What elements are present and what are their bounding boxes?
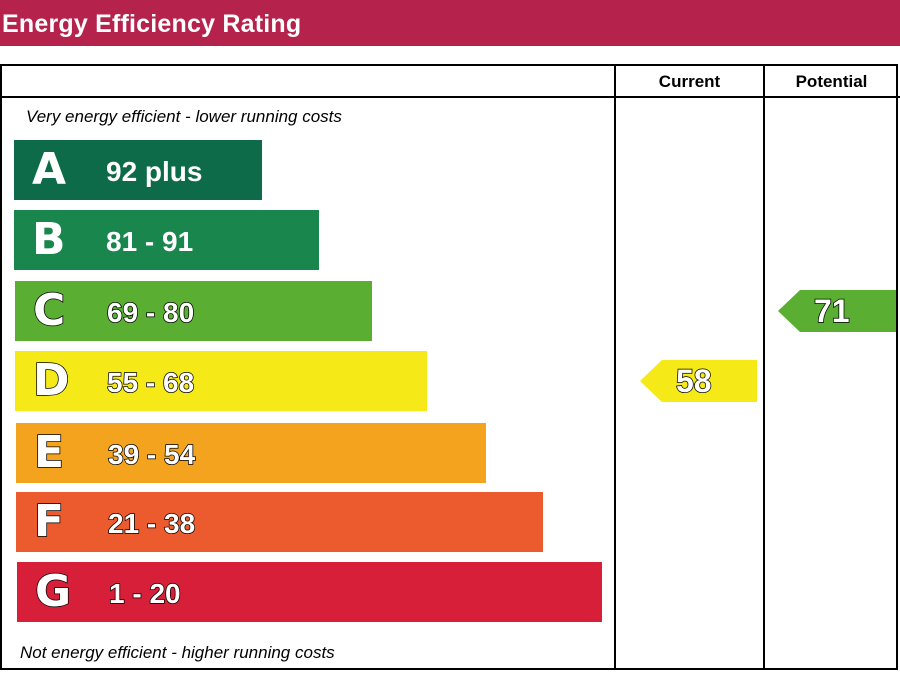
band-f-letter: F [33,495,65,548]
rating-table-frame [0,64,898,670]
arrow-potential-fill [778,290,896,332]
band-a-letter: A [32,144,67,195]
band-b-range: 81 - 91 [106,226,194,257]
current-rating-arrow: 58 [640,360,757,402]
column-header-potential: Potential [795,72,868,91]
band-e-range: 39 - 54 [107,438,196,471]
band-d-range: 55 - 68 [106,366,195,399]
band-e: E 39 - 54 [16,423,486,483]
column-divider-current [614,64,616,670]
column-divider-potential [763,64,765,670]
current-rating-value: 58 [675,362,712,400]
band-f: F 21 - 38 [16,492,543,552]
band-d-letter: D [32,354,70,407]
bottom-note: Not energy efficient - higher running co… [20,643,335,662]
band-c-range: 69 - 80 [106,296,195,329]
band-e-letter: E [33,426,65,479]
column-header-current: Current [658,72,721,91]
band-g-range: 1 - 20 [108,577,181,610]
band-d: D 55 - 68 [15,351,427,411]
band-f-range: 21 - 38 [107,507,196,540]
band-a: A 92 plus [14,140,262,200]
top-note: Very energy efficient - lower running co… [26,107,342,126]
potential-arrow-shape [778,290,896,332]
potential-rating-arrow: 71 [778,290,896,332]
band-c-letter: C [32,284,66,337]
header-row-divider [0,96,900,98]
band-g: G 1 - 20 [17,562,602,622]
current-arrow-shape [640,360,757,402]
band-c: C 69 - 80 [15,281,372,341]
header-bar: Energy Efficiency Rating [0,0,900,46]
band-g-letter: G [34,565,72,618]
band-b: B 81 - 91 [14,210,319,270]
band-b-letter: B [32,214,66,265]
band-a-range: 92 plus [106,156,203,187]
page-title: Energy Efficiency Rating [2,10,302,38]
arrow-current-fill [640,360,757,402]
potential-rating-value: 71 [813,292,850,330]
